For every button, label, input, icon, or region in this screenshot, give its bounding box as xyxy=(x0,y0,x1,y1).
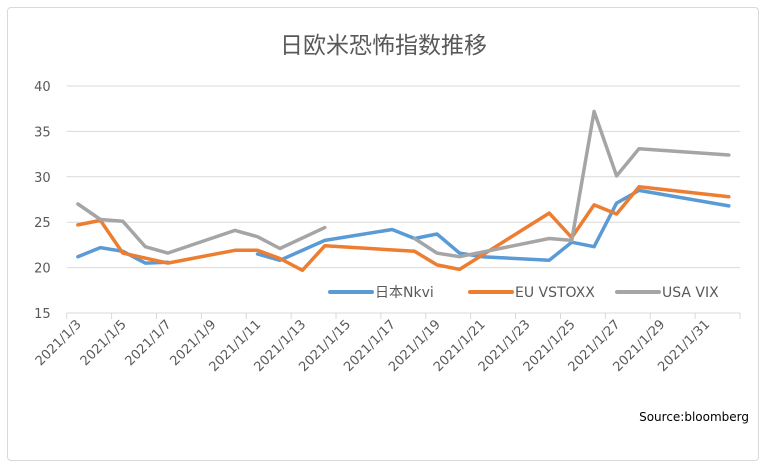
y-tick-label: 40 xyxy=(34,80,51,95)
legend-label: USA VIX xyxy=(662,285,719,301)
chart-frame xyxy=(7,7,759,461)
y-tick-label: 30 xyxy=(34,171,51,186)
y-tick-label: 25 xyxy=(34,216,51,231)
series-line-2 xyxy=(76,202,327,255)
x-tick-label: 2021/1/3 xyxy=(33,317,85,369)
x-tick-label: 2021/1/7 xyxy=(123,317,175,369)
series-line-1 xyxy=(76,185,731,273)
y-tick-label: 15 xyxy=(34,307,51,322)
legend-label: 日本Nkvi xyxy=(375,285,434,301)
source-note: Source:bloomberg xyxy=(639,410,749,424)
y-tick-label: 35 xyxy=(34,125,51,140)
chart-title: 日欧米恐怖指数推移 xyxy=(280,33,487,59)
series-line-2 xyxy=(412,109,731,259)
legend-label: EU VSTOXX xyxy=(515,285,595,301)
y-tick-label: 20 xyxy=(34,262,51,277)
x-tick-label: 2021/1/5 xyxy=(78,317,130,369)
